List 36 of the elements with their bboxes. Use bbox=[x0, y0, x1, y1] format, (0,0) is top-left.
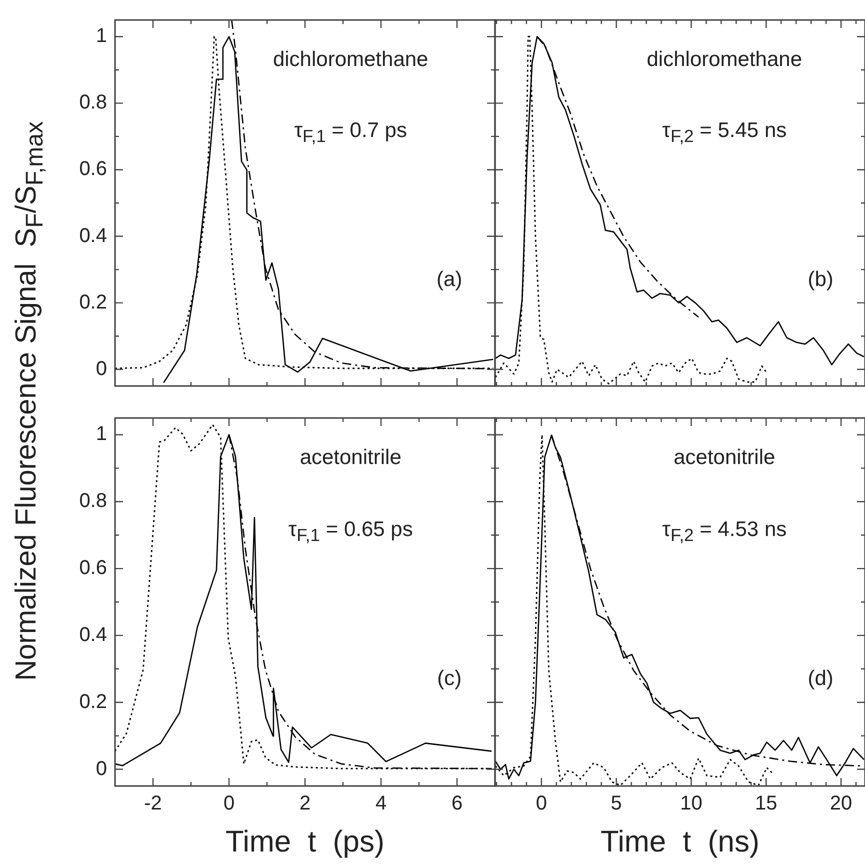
x-tick-label: 2 bbox=[299, 792, 311, 815]
y-tick-label: 0.4 bbox=[79, 224, 107, 247]
x-axis-title: Time t (ps) bbox=[226, 825, 384, 858]
y-tick-label: 0.6 bbox=[79, 557, 107, 580]
y-tick-label: 0.6 bbox=[79, 158, 107, 180]
x-tick-label: 0 bbox=[223, 792, 235, 815]
annotation: acetonitrile bbox=[300, 446, 402, 470]
annotation: τ$_{F,2}$ = 4.53 ns bbox=[662, 518, 787, 546]
annotation: (a) bbox=[436, 268, 462, 292]
annotation: (b) bbox=[808, 268, 834, 292]
y-tick-label: 0 bbox=[96, 758, 107, 780]
y-tick-label: 1 bbox=[96, 25, 107, 48]
x-tick-label: 20 bbox=[830, 792, 852, 815]
annotation: (c) bbox=[437, 667, 462, 692]
y-tick-label: 0.4 bbox=[79, 624, 107, 646]
y-tick-label: 0.2 bbox=[79, 690, 107, 713]
annotation: dichloromethane bbox=[272, 48, 428, 72]
x-tick-label: 5 bbox=[610, 792, 622, 815]
x-axis-title: Time t (ns) bbox=[600, 825, 760, 858]
y-tick-label: 0.8 bbox=[79, 490, 107, 512]
x-tick-label: 10 bbox=[680, 792, 702, 815]
annotation: acetonitrile bbox=[674, 446, 776, 470]
x-tick-label: 6 bbox=[451, 792, 463, 815]
y-tick-label: 1 bbox=[96, 423, 107, 446]
y-tick-label: 0.2 bbox=[79, 291, 107, 314]
annotation: (d) bbox=[808, 667, 834, 692]
x-tick-label: 4 bbox=[375, 792, 387, 815]
annotation: dichloromethane bbox=[646, 48, 802, 72]
y-tick-label: 0.8 bbox=[79, 92, 107, 114]
x-tick-label: 0 bbox=[536, 792, 547, 815]
x-tick-label: 15 bbox=[755, 792, 778, 815]
annotation: τ$_{F,2}$ = 5.45 ns bbox=[662, 119, 787, 148]
y-tick-label: 0 bbox=[96, 358, 107, 380]
annotation: τ$_{F,1}$ = 0.65 ps bbox=[288, 518, 413, 546]
x-tick-label: -2 bbox=[144, 792, 162, 815]
annotation: τ$_{F,1}$ = 0.7 ps bbox=[294, 119, 407, 148]
